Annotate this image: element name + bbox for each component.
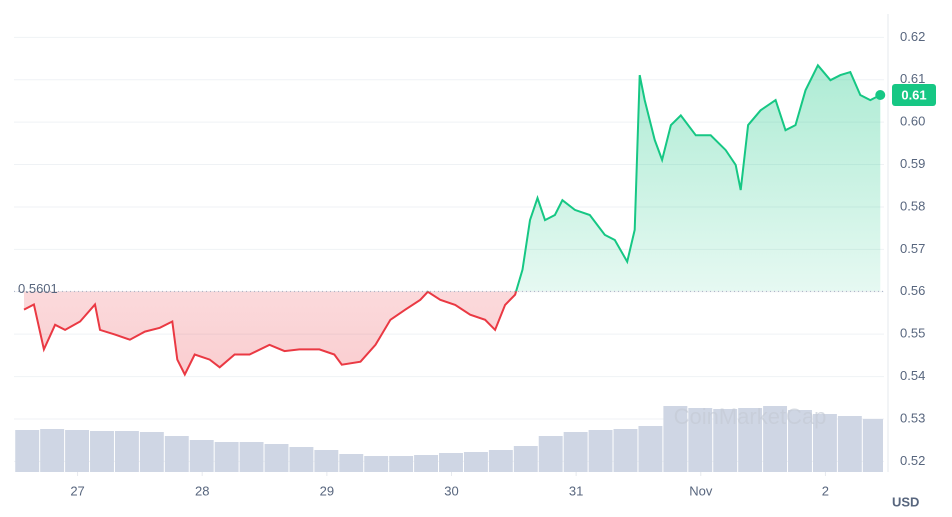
price-line-down — [23, 291, 518, 377]
volume-bar — [738, 408, 763, 472]
volume-bar — [239, 442, 264, 472]
y-tick-label: 0.62 — [900, 29, 925, 44]
baseline-label: 0.5601 — [18, 281, 58, 296]
volume-bar — [788, 410, 812, 472]
y-tick-label: 0.56 — [900, 283, 925, 298]
currency-label: USD — [892, 494, 919, 509]
x-tick-label: 2 — [822, 483, 829, 498]
volume-bar — [114, 431, 139, 472]
volume-bar — [364, 456, 389, 472]
watermark: CoinMarketCap — [674, 404, 827, 429]
price — [23, 63, 886, 377]
y-tick-label: 0.53 — [900, 410, 925, 425]
volume-bar — [15, 430, 40, 472]
y-tick-label: 0.61 — [900, 71, 925, 86]
volume-bar — [314, 450, 339, 472]
y-tick-label: 0.52 — [900, 453, 925, 468]
y-tick-label: 0.54 — [900, 368, 925, 383]
price-badge — [892, 83, 936, 106]
volume-bar — [638, 426, 663, 472]
x-tick-label: 28 — [195, 483, 209, 498]
area-up — [24, 65, 881, 292]
x-tick-label: 29 — [320, 483, 334, 498]
volume-bar — [513, 446, 538, 472]
price-line-up — [426, 63, 881, 292]
volume-bar — [414, 455, 439, 472]
area-down — [24, 291, 517, 375]
x-tick-label: 31 — [569, 483, 583, 498]
volume-bar — [613, 429, 638, 472]
y-tick-label: 0.59 — [900, 156, 925, 171]
volume-bar — [763, 406, 788, 472]
volume-bar — [488, 450, 513, 472]
volume-bar — [40, 429, 65, 472]
volume-bar — [139, 432, 164, 472]
volume-bar — [663, 406, 688, 472]
last-point — [875, 89, 886, 100]
y-tick-label: 0.58 — [900, 198, 925, 213]
volume-bar — [65, 430, 90, 472]
volume-bar — [264, 444, 289, 472]
volume-bar — [563, 432, 588, 472]
volume-bar — [289, 447, 314, 472]
x-tick-label: 30 — [444, 483, 458, 498]
y-tick-label: 0.60 — [900, 114, 925, 129]
volume-bar — [713, 409, 738, 472]
price-label: 0.61 — [901, 87, 926, 102]
volume-bar — [90, 431, 114, 472]
volume-bar — [688, 408, 713, 472]
y-tick-label: 0.57 — [900, 241, 925, 256]
volume-bar — [214, 442, 239, 472]
volume-bar — [164, 436, 189, 472]
volume-bar — [463, 452, 488, 472]
x-tick-label: 27 — [70, 483, 84, 498]
volume-bar — [538, 436, 563, 472]
x-tick-label: Nov — [689, 483, 713, 498]
y-tick-label: 0.55 — [900, 326, 925, 341]
volume-bar — [862, 419, 883, 472]
volume-bar — [339, 454, 364, 472]
volume-bar — [389, 456, 414, 472]
volume-bar — [588, 430, 613, 472]
volume-bar — [837, 416, 862, 472]
volume-bar — [812, 414, 837, 472]
volume-bar — [189, 440, 214, 472]
volume-bar — [439, 453, 463, 472]
volume — [15, 406, 883, 472]
